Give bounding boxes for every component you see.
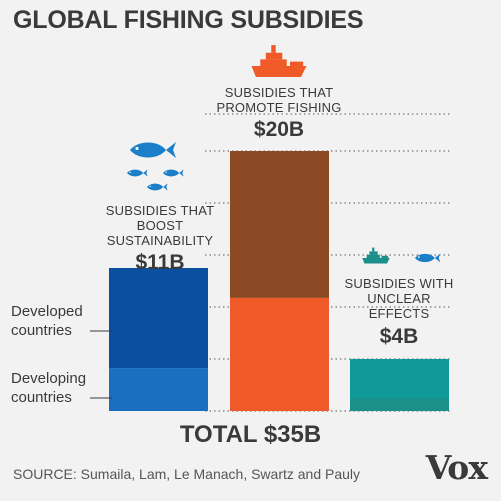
ship-icon — [251, 45, 307, 77]
bar-segment-developed — [109, 268, 208, 369]
developing-label: Developing countries — [11, 370, 87, 406]
developed-label: Developed countries — [11, 303, 83, 339]
fish-icon — [147, 183, 168, 191]
fish-icon — [130, 142, 176, 158]
source-note: SOURCE: Sumaila, Lam, Le Manach, Swartz … — [13, 466, 361, 482]
bar-segment-developing — [109, 368, 208, 411]
bar-segment-developed — [230, 151, 329, 298]
category-label: SUBSIDIES WITH UNCLEAR EFFECTS — [344, 276, 454, 321]
ship-icon — [362, 247, 390, 264]
value-label: $4B — [379, 325, 419, 348]
vox-logo: Vox — [425, 448, 488, 487]
total-label: TOTAL $35B — [179, 421, 322, 448]
fish-icon — [163, 169, 184, 177]
bar-segment-developed — [350, 359, 449, 398]
value-label: $11B — [135, 251, 185, 274]
chart-title: GLOBAL FISHING SUBSIDIES — [13, 6, 364, 34]
bar-segment-developing — [230, 297, 329, 411]
value-label: $20B — [253, 118, 305, 141]
fish-icon — [127, 169, 148, 177]
category-label: SUBSIDIES THAT PROMOTE FISHING — [216, 85, 342, 115]
category-label: SUBSIDIES THAT BOOST SUSTAINABILITY — [105, 203, 215, 248]
fish-icon — [415, 253, 441, 263]
bar-segment-developing — [350, 398, 449, 411]
